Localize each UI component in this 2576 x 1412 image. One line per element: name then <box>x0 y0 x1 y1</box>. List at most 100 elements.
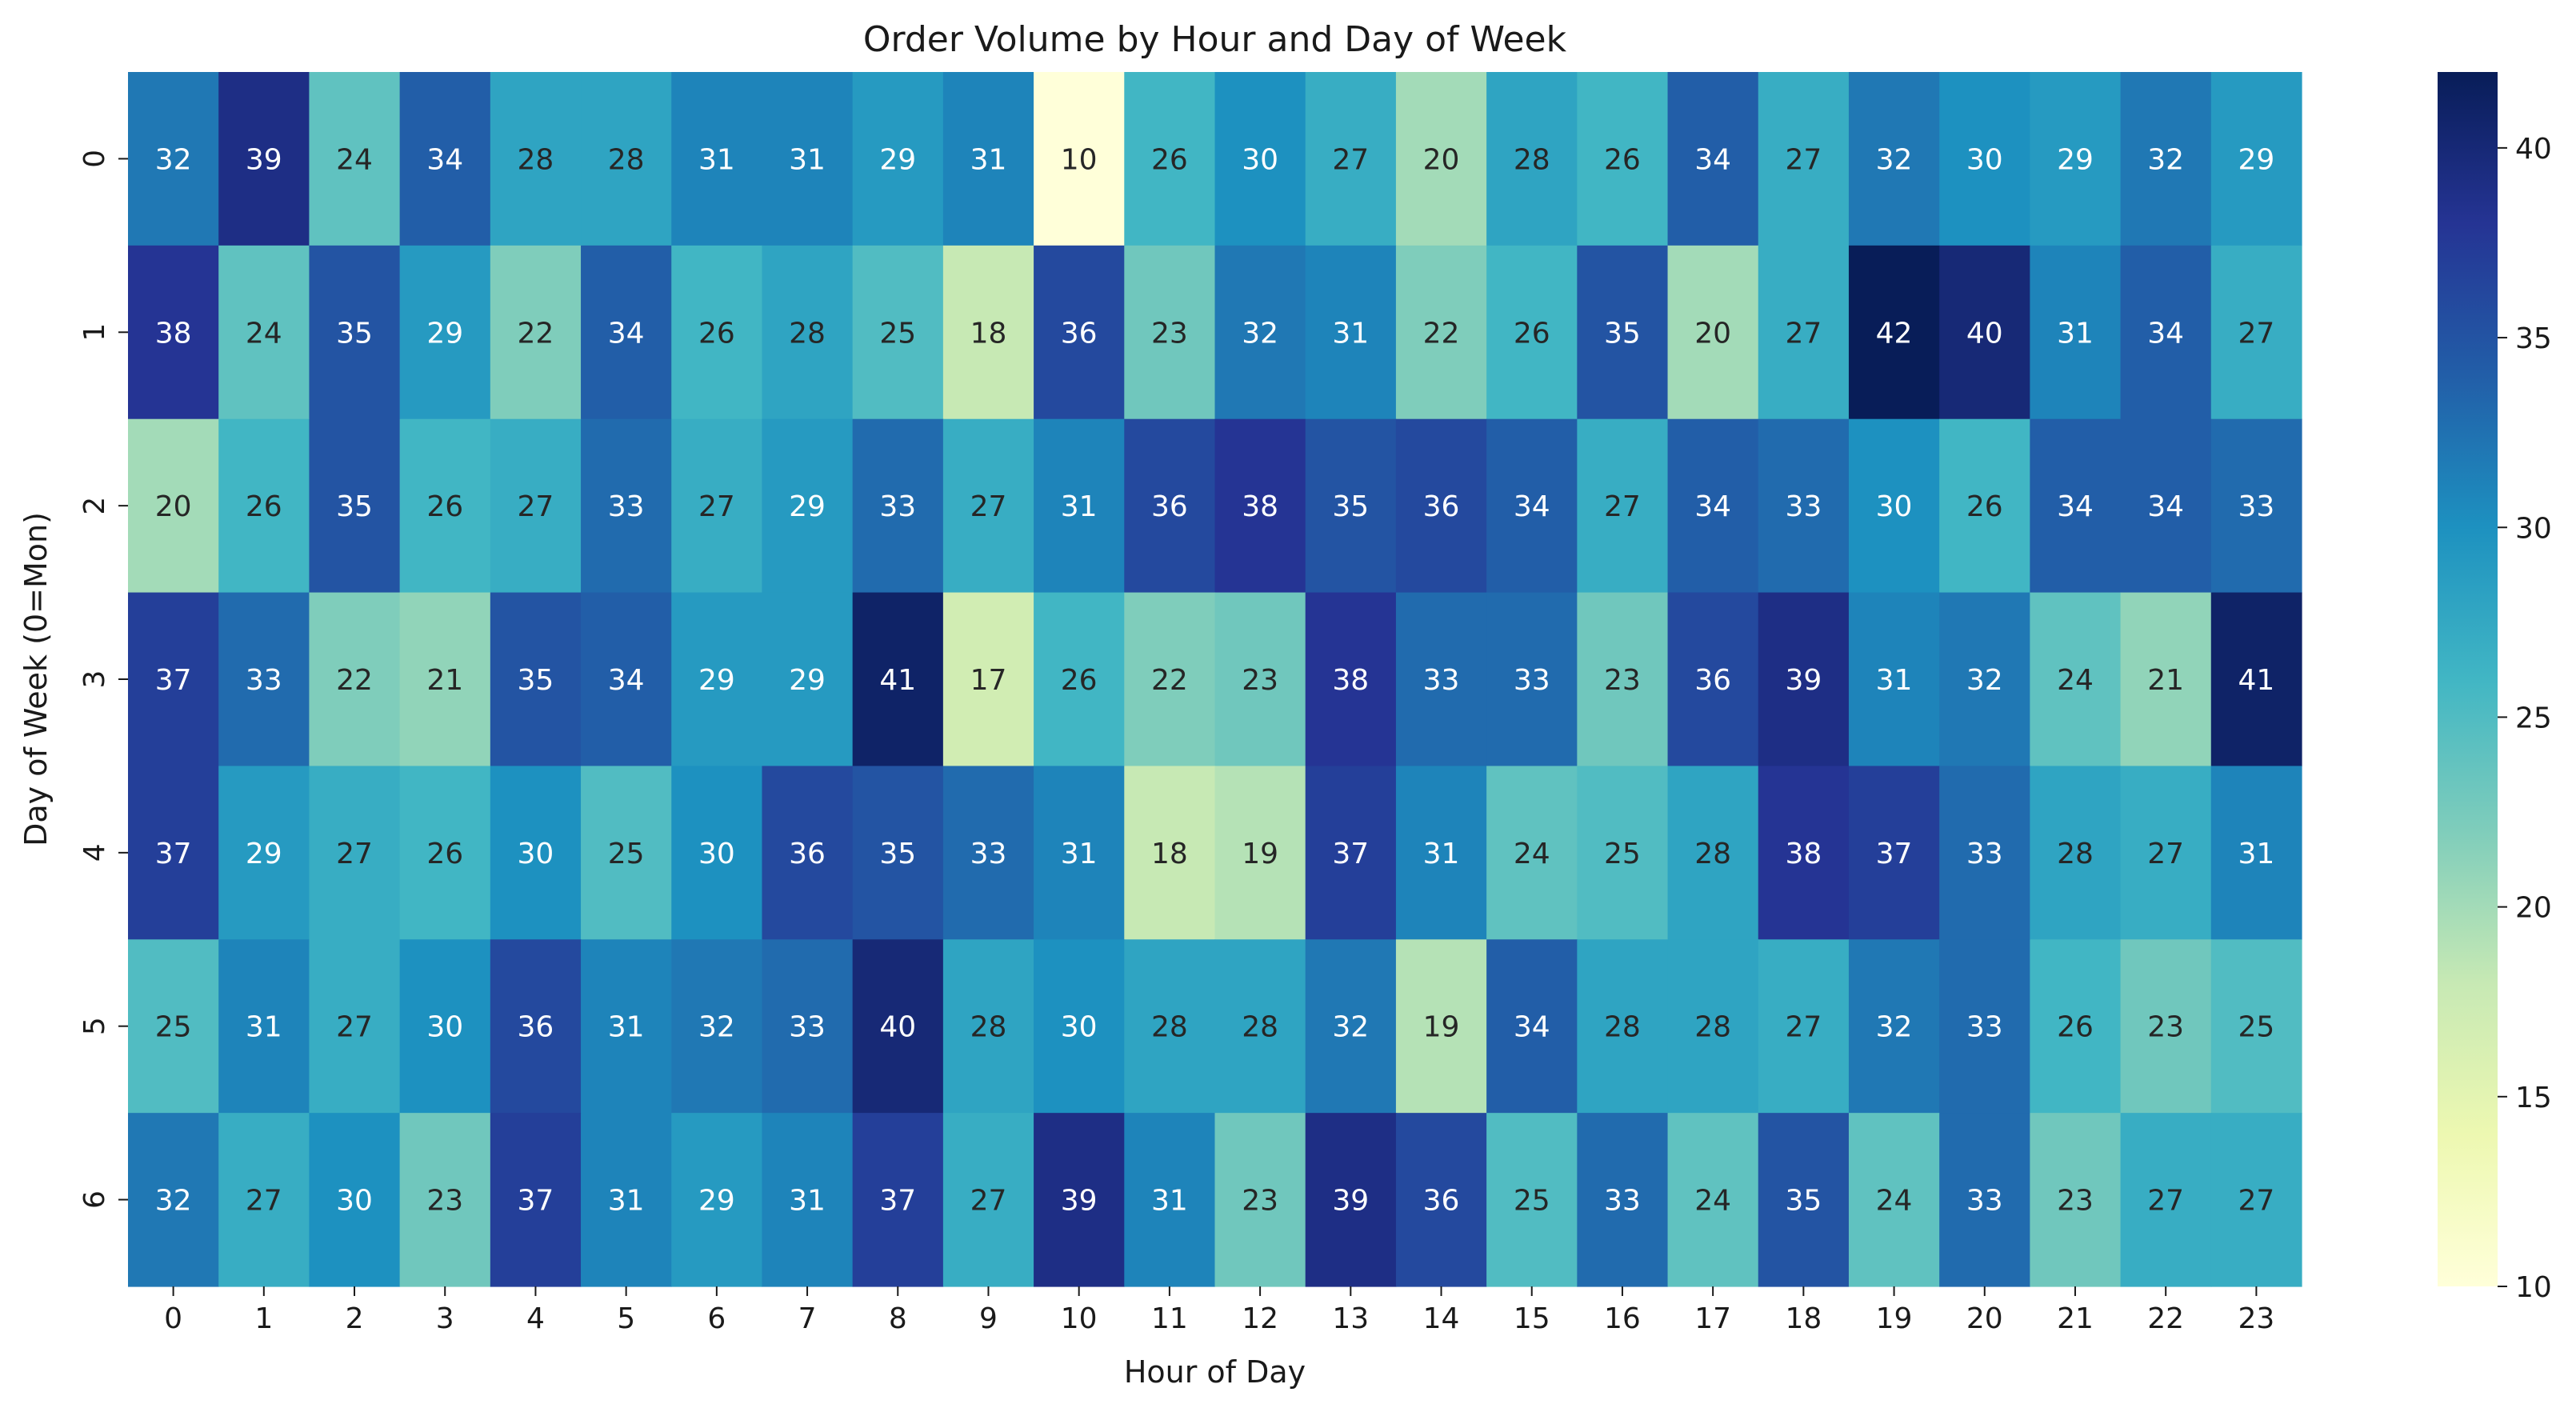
heatmap-cell <box>581 72 672 246</box>
x-tick-label: 6 <box>707 1302 726 1335</box>
y-axis-label: Day of Week (0=Mon) <box>18 512 54 846</box>
y-axis-ticks: 0 1 2 3 4 5 6 <box>78 150 128 1209</box>
cell-value-label: 30 <box>698 838 735 870</box>
cell-value-label: 41 <box>879 664 916 697</box>
cell-value-label: 30 <box>426 1011 463 1044</box>
heatmap-cell <box>128 592 219 767</box>
heatmap-cell <box>762 72 854 246</box>
cell-value-label: 37 <box>879 1185 916 1218</box>
heatmap-cell <box>1577 939 1669 1114</box>
heatmap-cell <box>1395 72 1487 246</box>
x-tick-label: 11 <box>1151 1302 1188 1335</box>
heatmap-cell <box>1305 592 1397 767</box>
x-tick-label: 8 <box>889 1302 907 1335</box>
heatmap-cell <box>490 939 582 1114</box>
heatmap-cell <box>1577 245 1669 420</box>
heatmap-cell <box>490 245 582 420</box>
cell-value-label: 33 <box>1966 838 2003 870</box>
heatmap-cell <box>1486 592 1578 767</box>
colorbar-tick-label: 35 <box>2515 322 2552 355</box>
heatmap-cell <box>1577 72 1669 246</box>
cell-value-label: 20 <box>155 490 192 523</box>
y-tick-label: 1 <box>78 323 111 342</box>
heatmap-cell <box>1577 766 1669 940</box>
heatmap-cell <box>1486 766 1578 940</box>
cell-value-label: 28 <box>1694 1011 1731 1044</box>
heatmap-cell <box>1124 592 1216 767</box>
cell-value-label: 37 <box>1876 838 1913 870</box>
heatmap-cell <box>671 766 763 940</box>
colorbar-tick-label: 30 <box>2515 512 2552 545</box>
cell-value-label: 31 <box>1151 1185 1188 1218</box>
cell-value-label: 27 <box>2238 317 2274 350</box>
heatmap-cell <box>2120 592 2212 767</box>
heatmap-cell <box>2210 72 2302 246</box>
heatmap-cell <box>2210 245 2302 420</box>
heatmap-cell <box>1395 766 1487 940</box>
heatmap-cell <box>1214 939 1306 1114</box>
heatmap-cell <box>2030 592 2122 767</box>
heatmap-cell <box>2120 1113 2212 1287</box>
cell-value-label: 26 <box>1604 143 1641 176</box>
heatmap-cell <box>581 1113 672 1287</box>
x-tick-label: 3 <box>436 1302 454 1335</box>
x-tick-label: 20 <box>1966 1302 2003 1335</box>
x-tick-label: 21 <box>2057 1302 2094 1335</box>
cell-value-label: 34 <box>1694 143 1731 176</box>
cell-value-label: 17 <box>970 664 1007 697</box>
cell-value-label: 31 <box>246 1011 282 1044</box>
heatmap-cell <box>1305 766 1397 940</box>
heatmap-cell <box>218 592 310 767</box>
heatmap-cell <box>1305 72 1397 246</box>
heatmap-cell <box>942 766 1034 940</box>
colorbar-tick-label: 40 <box>2515 133 2552 166</box>
cell-value-label: 28 <box>608 143 645 176</box>
heatmap-cell <box>490 1113 582 1287</box>
heatmap-cell <box>581 418 672 594</box>
cell-value-label: 32 <box>1876 1011 1913 1044</box>
heatmap-cell <box>942 1113 1034 1287</box>
x-tick-label: 1 <box>254 1302 273 1335</box>
cell-value-label: 31 <box>1061 490 1098 523</box>
heatmap-cell <box>1758 245 1850 420</box>
heatmap-cell <box>852 245 944 420</box>
x-tick-label: 7 <box>798 1302 817 1335</box>
cell-value-label: 36 <box>1423 1185 1460 1218</box>
heatmap-cell <box>1848 766 1940 940</box>
x-tick-label: 0 <box>164 1302 182 1335</box>
cell-value-label: 38 <box>1785 838 1822 870</box>
cell-value-label: 33 <box>608 490 645 523</box>
cell-value-label: 19 <box>1242 838 1278 870</box>
heatmap-cell <box>581 939 672 1114</box>
heatmap-cell <box>218 245 310 420</box>
cell-value-label: 29 <box>698 664 735 697</box>
heatmap-cell <box>671 418 763 594</box>
cell-value-label: 28 <box>970 1011 1007 1044</box>
heatmap-cell <box>2030 939 2122 1114</box>
x-tick-label: 18 <box>1785 1302 1822 1335</box>
x-tick-label: 14 <box>1423 1302 1460 1335</box>
heatmap-cell <box>309 939 401 1114</box>
cell-value-label: 24 <box>1876 1185 1913 1218</box>
cell-value-label: 32 <box>1242 317 1278 350</box>
heatmap-cell <box>1034 766 1125 940</box>
heatmap-cell <box>1667 245 1759 420</box>
cell-value-label: 28 <box>1514 143 1550 176</box>
heatmap-cell <box>2120 245 2212 420</box>
cell-value-label: 22 <box>336 664 373 697</box>
cell-value-label: 25 <box>155 1011 192 1044</box>
cell-value-label: 23 <box>1151 317 1188 350</box>
cell-value-label: 36 <box>518 1011 554 1044</box>
heatmap-cell <box>852 72 944 246</box>
heatmap-cell <box>309 766 401 940</box>
cell-value-label: 26 <box>2057 1011 2094 1044</box>
heatmap-cell <box>1124 418 1216 594</box>
cell-value-label: 39 <box>1785 664 1822 697</box>
cell-value-label: 21 <box>426 664 463 697</box>
cell-value-label: 27 <box>698 490 735 523</box>
heatmap-cell <box>671 939 763 1114</box>
cell-value-label: 33 <box>2238 490 2274 523</box>
cell-value-label: 31 <box>1332 317 1369 350</box>
cell-value-label: 31 <box>608 1011 645 1044</box>
heatmap-cell <box>762 592 854 767</box>
